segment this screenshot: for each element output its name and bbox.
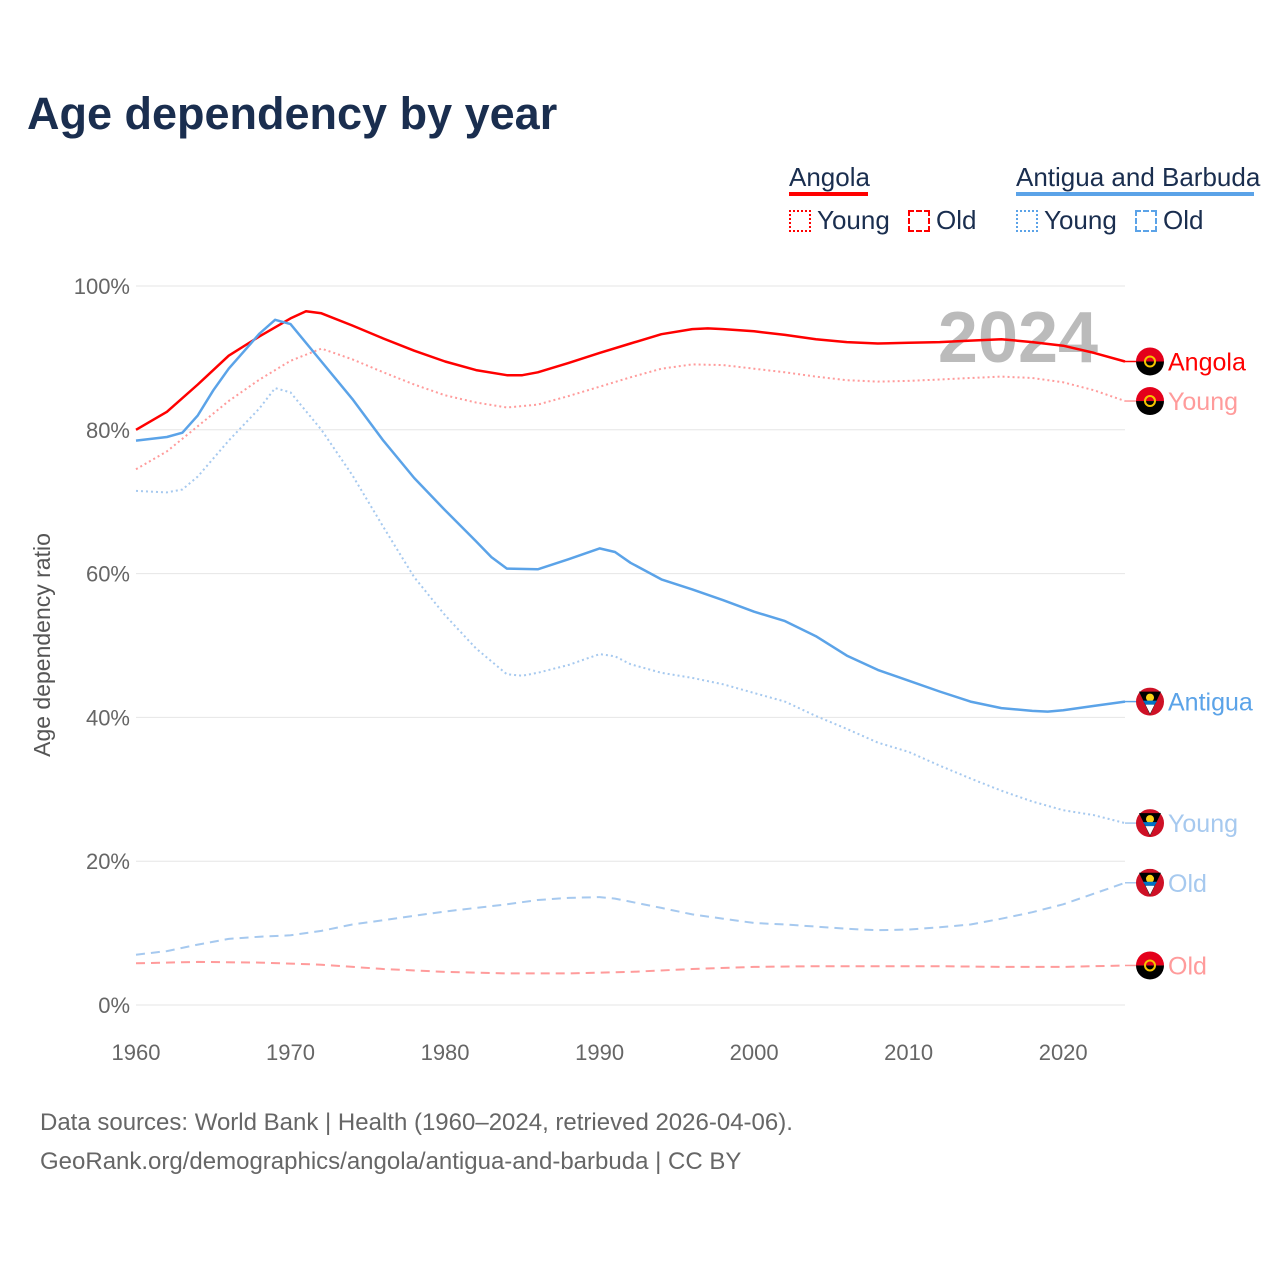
y-tick-label: 60%	[86, 562, 130, 587]
end-label: Antigua	[1168, 689, 1253, 717]
legend-angola-line	[789, 192, 868, 196]
angola-flag-icon	[1136, 387, 1164, 416]
dotted-swatch-icon	[1016, 209, 1038, 232]
y-tick-label: 80%	[86, 418, 130, 443]
angola-flag-icon	[1136, 951, 1164, 980]
antigua-flag-icon	[1136, 868, 1164, 897]
antigua-flag-icon	[1136, 809, 1164, 838]
y-tick-label: 40%	[86, 705, 130, 730]
legend-antigua-line	[1016, 192, 1254, 196]
source-line: Data sources: World Bank | Health (1960–…	[40, 1109, 793, 1136]
x-tick-label: 2010	[884, 1040, 933, 1065]
series-line-angola-old[interactable]	[135, 960, 1126, 975]
legend-angola-old[interactable]: Old	[908, 205, 976, 236]
legend-angola-heading: Angola	[789, 162, 870, 192]
x-tick-label: 2000	[730, 1040, 779, 1065]
legend-label: Young	[817, 205, 890, 235]
end-label: Young	[1168, 810, 1238, 838]
legend-antigua-old[interactable]: Old	[1135, 205, 1203, 236]
end-label: Old	[1168, 870, 1207, 898]
x-tick-label: 1990	[575, 1040, 624, 1065]
legend-label: Old	[1163, 205, 1204, 235]
series-line-angola[interactable]	[135, 309, 1126, 431]
end-label: Old	[1168, 952, 1207, 980]
legend-antigua-young[interactable]: Young	[1016, 205, 1117, 236]
series-line-antigua-and-barbuda-young[interactable]	[135, 387, 1126, 825]
end-label: Angola	[1168, 348, 1246, 376]
antigua-flag-icon	[1136, 687, 1164, 716]
legend-antigua-heading: Antigua and Barbuda	[1016, 162, 1261, 192]
x-tick-label: 1970	[266, 1040, 315, 1065]
source-url[interactable]: GeoRank.org/demographics/angola/antigua-…	[40, 1148, 742, 1175]
y-tick-label: 100%	[74, 274, 130, 299]
dotted-swatch-icon	[789, 209, 811, 232]
legend-label: Young	[1044, 205, 1117, 235]
series-line-antigua-and-barbuda[interactable]	[135, 318, 1126, 713]
end-label: Young	[1168, 388, 1238, 416]
series-line-angola-young[interactable]	[135, 347, 1126, 471]
y-axis-label: Age dependency ratio	[29, 533, 55, 757]
legend-angola-young[interactable]: Young	[789, 205, 890, 236]
x-tick-label: 2020	[1039, 1040, 1088, 1065]
x-tick-label: 1960	[112, 1040, 161, 1065]
chart-title: Age dependency by year	[27, 88, 558, 139]
series-line-antigua-and-barbuda-old[interactable]	[135, 881, 1126, 956]
angola-flag-icon	[1136, 347, 1164, 376]
dashed-swatch-icon	[908, 209, 930, 232]
year-overlay: 2024	[938, 298, 1098, 378]
x-tick-label: 1980	[421, 1040, 470, 1065]
y-tick-label: 0%	[98, 993, 130, 1018]
legend-label: Old	[936, 205, 977, 235]
dashed-swatch-icon	[1135, 209, 1157, 232]
y-tick-label: 20%	[86, 849, 130, 874]
